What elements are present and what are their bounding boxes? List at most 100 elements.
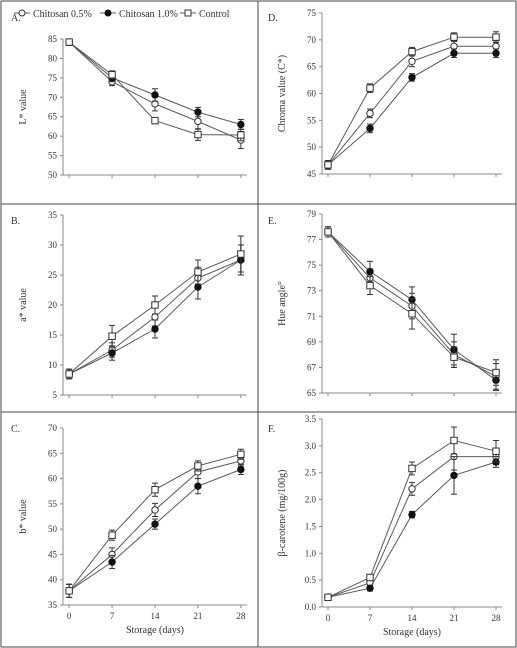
data-point-a: [237, 120, 245, 129]
y-tick-label-f: 1.0: [305, 548, 317, 558]
data-point-b: [108, 349, 116, 357]
data-point-d: [450, 49, 458, 57]
data-point-c: [151, 506, 159, 514]
x-tick-label-c: 0: [67, 611, 72, 621]
y-tick-label-a: 55: [48, 151, 58, 161]
data-point-d: [366, 124, 374, 133]
panel-label-a: A.: [11, 13, 21, 24]
y-tick-label-a: 75: [48, 73, 58, 83]
legend-label-control: Control: [199, 9, 230, 20]
x-tick-label-c: 21: [193, 611, 202, 621]
data-point-c: [108, 558, 116, 566]
data-point-a: [151, 116, 159, 125]
y-tick-label-c: 55: [48, 499, 58, 509]
data-point-f: [366, 584, 374, 592]
y-tick-label-a: 60: [48, 131, 58, 141]
data-point-b: [194, 268, 202, 276]
legend-label-chitosan-10: Chitosan 1.0%: [119, 9, 178, 20]
x-tick-label-c: 28: [236, 611, 246, 621]
y-tick-label-e: 71: [307, 311, 316, 321]
y-tick-label-c: 35: [48, 600, 58, 610]
panel-label-b: B.: [11, 216, 20, 227]
y-axis-label-d: Chroma value (C*): [277, 55, 288, 132]
legend-entry-chitosan-10: Chitosan 1.0%: [100, 9, 178, 20]
series-f-2: [324, 426, 500, 602]
data-point-f: [408, 510, 416, 519]
y-tick-label-f: 2.5: [305, 468, 317, 478]
y-tick-label-a: 85: [48, 34, 58, 44]
y-tick-label-c: 45: [48, 549, 58, 559]
data-point-f: [492, 447, 500, 455]
data-point-e: [450, 353, 458, 361]
data-point-e: [366, 281, 374, 290]
panel-label-f: F.: [268, 424, 275, 435]
series-a-2: [65, 38, 245, 142]
legend-entry-chitosan-05: Chitosan 0.5%: [14, 9, 92, 20]
y-tick-label-b: 35: [48, 210, 58, 220]
legend-marker-filled-circle: [104, 9, 112, 17]
data-point-a: [108, 71, 116, 79]
data-point-a: [65, 38, 73, 46]
y-tick-label-b: 30: [48, 240, 58, 250]
y-tick-label-d: 65: [307, 62, 317, 72]
x-axis-label-c: Storage (days): [126, 625, 184, 636]
data-point-d: [492, 33, 500, 41]
y-tick-label-e: 75: [307, 260, 317, 270]
data-point-f: [408, 485, 416, 493]
x-tick-label-f: 7: [368, 613, 373, 623]
data-point-f: [408, 464, 416, 473]
data-point-e: [408, 310, 416, 318]
panel-label-d: D.: [268, 13, 278, 24]
data-point-c: [237, 465, 245, 474]
data-point-d: [366, 84, 374, 92]
panel-a: A. 50 55 60 65 70 75 80 85 L* value: [0, 0, 259, 205]
y-tick-label-c: 65: [48, 448, 58, 458]
y-tick-label-e: 73: [307, 286, 317, 296]
legend: Chitosan 0.5% Chitosan 1.0% Control: [14, 9, 230, 20]
y-tick-label-a: 80: [48, 53, 58, 63]
panel-e: E. 65 67 69 71 73 75 77 79 Hue angle°: [257, 203, 517, 413]
y-tick-label-e: 77: [307, 235, 317, 245]
y-tick-label-f: 3.5: [305, 414, 317, 424]
x-tick-label-f: 0: [326, 613, 331, 623]
data-point-c: [237, 450, 245, 458]
legend-marker-open-square: [184, 9, 192, 17]
y-tick-label-f: 0.0: [305, 602, 317, 612]
y-tick-label-d: 50: [307, 142, 317, 152]
data-point-d: [408, 57, 416, 65]
y-tick-label-a: 70: [48, 92, 58, 102]
y-tick-label-d: 70: [307, 35, 317, 45]
y-tick-label-c: 70: [48, 423, 58, 433]
y-tick-label-d: 60: [307, 89, 317, 99]
series-b-2: [65, 235, 245, 380]
y-tick-label-b: 10: [48, 360, 58, 370]
series-c-2: [65, 448, 245, 598]
y-tick-label-c: 40: [48, 575, 58, 585]
data-point-e: [324, 228, 332, 236]
series-e-2: [324, 226, 500, 386]
x-tick-label-f: 28: [492, 613, 502, 623]
y-tick-label-e: 69: [307, 337, 317, 347]
panel-d: D. 45 50 55 60 65 70 75 Chroma value (C*): [257, 0, 517, 205]
data-point-f: [366, 573, 374, 582]
panel-border-f: [257, 411, 517, 648]
data-point-d: [492, 49, 500, 57]
data-point-e: [492, 368, 500, 377]
data-point-c: [65, 587, 73, 595]
data-point-c: [194, 482, 202, 490]
series-d-2: [324, 31, 500, 170]
legend-label-chitosan-05: Chitosan 0.5%: [33, 9, 92, 20]
data-point-a: [151, 91, 159, 99]
panel-label-c: C.: [11, 424, 20, 435]
data-point-c: [151, 485, 159, 494]
panel-label-e: E.: [268, 216, 277, 227]
y-axis-label-c: b* value: [18, 499, 29, 534]
data-point-b: [237, 250, 245, 258]
data-point-b: [151, 325, 159, 333]
x-tick-label-f: 14: [408, 613, 418, 623]
panel-f: F. 0.0 0.5 1.0 1.5 2.0 2.5 3.0 3.5 0 7 14 21 28 Storag…: [257, 411, 517, 648]
x-tick-label-c: 14: [151, 611, 161, 621]
data-point-a: [194, 130, 202, 139]
x-axis-label-f: Storage (days): [383, 627, 441, 638]
data-point-d: [408, 47, 416, 56]
